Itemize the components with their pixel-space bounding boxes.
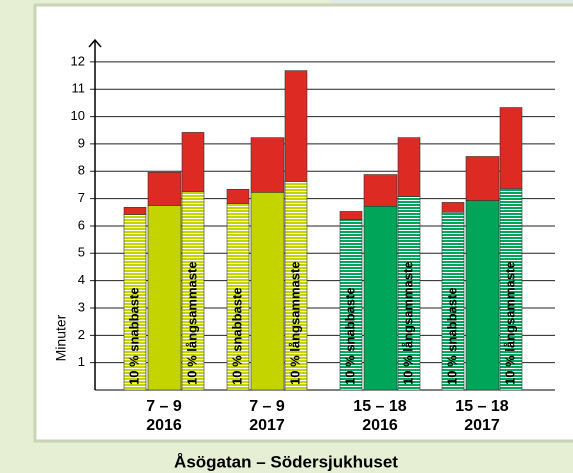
y-axis-arrow <box>88 38 102 48</box>
bar-base <box>465 200 500 391</box>
bar-label: 10 % snabbaste <box>444 287 459 385</box>
y-tick-label: 9 <box>78 135 85 150</box>
y-tick-label: 6 <box>78 217 85 232</box>
y-tick-label: 5 <box>78 245 85 260</box>
bar-extra <box>339 211 363 220</box>
chart-title: Åsögatan – Södersjukhuset <box>174 452 398 471</box>
y-tick-label: 3 <box>78 299 85 314</box>
bar-label: 10 % långsammaste <box>502 261 517 385</box>
x-tick-label: 2017 <box>249 417 285 434</box>
x-tick-label: 2016 <box>146 417 182 434</box>
bar-label: 10 % långsammaste <box>184 261 199 385</box>
bar-extra <box>499 107 523 189</box>
y-axis-label: Minuter <box>53 314 69 361</box>
bar-base <box>363 205 398 391</box>
bar-extra <box>226 188 250 204</box>
y-tick-label: 12 <box>71 53 85 68</box>
y-tick-label: 11 <box>72 81 86 96</box>
bar-extra <box>397 137 421 197</box>
bar-extra <box>123 207 147 215</box>
bar-label: 10 % snabbaste <box>229 287 244 385</box>
bar-extra <box>441 202 465 213</box>
y-tick-label: 4 <box>78 272 85 287</box>
bar-extra <box>147 172 182 206</box>
bar-base <box>147 205 182 391</box>
bar-label: 10 % snabbaste <box>342 287 357 385</box>
y-tick-label: 8 <box>78 163 85 178</box>
bar-extra <box>284 70 308 182</box>
y-tick-label: 10 <box>71 108 85 123</box>
bar-label: 10 % snabbaste <box>126 287 141 385</box>
bar-extra <box>250 137 285 193</box>
x-tick-label: 7 – 9 <box>249 398 285 415</box>
x-tick-label: 2017 <box>464 417 500 434</box>
bar-label: 10 % långsammaste <box>287 261 302 385</box>
x-tick-label: 15 – 18 <box>455 398 508 415</box>
y-tick-label: 2 <box>78 327 85 342</box>
bar-extra <box>181 132 205 192</box>
x-tick-label: 2016 <box>362 417 398 434</box>
bar-extra <box>363 174 398 207</box>
x-tick-label: 15 – 18 <box>353 398 406 415</box>
bar-base <box>250 192 285 391</box>
x-tick-label: 7 – 9 <box>146 398 182 415</box>
y-tick-label: 1 <box>78 354 85 369</box>
bar-label: 10 % långsammaste <box>400 261 415 385</box>
y-tick-label: 7 <box>78 190 85 205</box>
bar-extra <box>465 156 500 201</box>
